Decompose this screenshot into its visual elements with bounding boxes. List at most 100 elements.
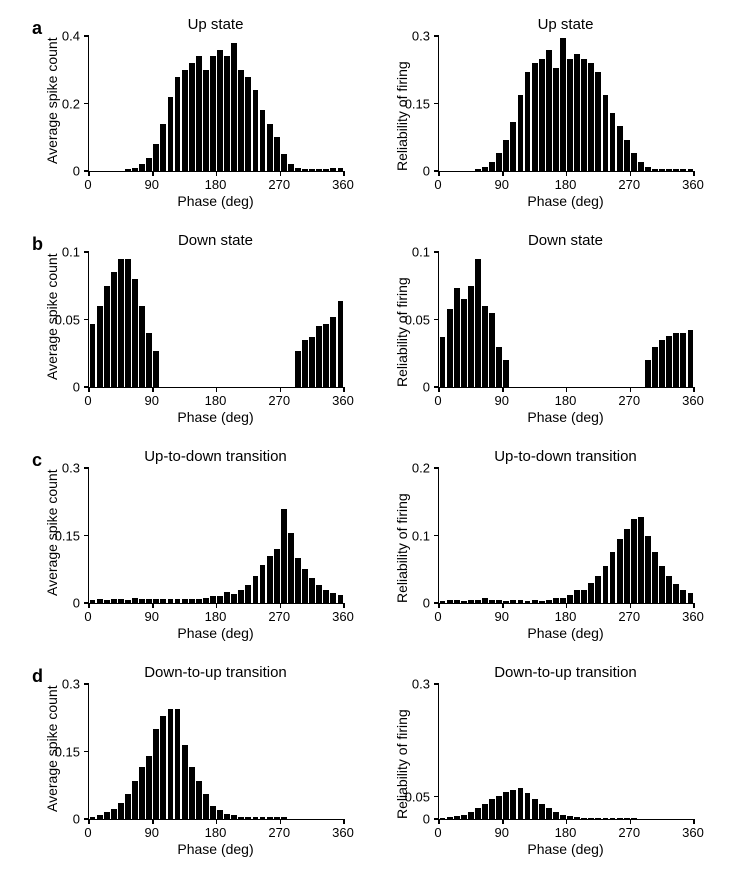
x-axis-label: Phase (deg) (438, 193, 693, 209)
plot-area (438, 468, 694, 604)
x-tick (216, 819, 218, 824)
bar (510, 790, 516, 819)
bar (175, 599, 181, 603)
bar (224, 814, 230, 819)
bar (461, 815, 467, 820)
row-2: cUp-to-down transition090180270360Phase … (0, 468, 738, 663)
bar (680, 333, 686, 387)
bar (603, 566, 609, 603)
bar (454, 816, 460, 819)
bar (468, 286, 474, 387)
bar (603, 818, 609, 819)
x-tick-label: 90 (145, 825, 159, 840)
y-tick (84, 467, 89, 469)
y-tick-label: 0 (40, 596, 80, 611)
bar (617, 539, 623, 603)
bar (90, 324, 96, 387)
bar (475, 808, 481, 819)
x-tick-label: 0 (84, 177, 91, 192)
plot-area (438, 252, 694, 388)
y-tick (434, 35, 439, 37)
bar (118, 803, 124, 819)
bar (132, 781, 138, 819)
bar (588, 63, 594, 171)
bar (274, 137, 280, 171)
x-tick (630, 603, 632, 608)
x-tick-label: 0 (434, 177, 441, 192)
left-chart-row-3: Down-to-up transition090180270360Phase (… (88, 684, 343, 819)
left-chart-row-0: Up state090180270360Phase (deg)00.20.4Av… (88, 36, 343, 171)
x-tick-label: 0 (84, 609, 91, 624)
x-tick (343, 387, 345, 392)
x-tick (152, 387, 154, 392)
x-tick (216, 603, 218, 608)
x-tick-label: 360 (682, 609, 704, 624)
bar (168, 599, 174, 604)
bar (153, 729, 159, 819)
bar (338, 301, 344, 387)
bar (610, 113, 616, 172)
bar (125, 169, 131, 171)
x-axis-label: Phase (deg) (88, 841, 343, 857)
y-tick-label: 0 (40, 164, 80, 179)
bar (489, 799, 495, 819)
plot-area (88, 252, 344, 388)
bar (97, 815, 103, 820)
bar (581, 818, 587, 819)
chart-title: Up-to-down transition (88, 448, 343, 465)
bar (309, 337, 315, 387)
bar (210, 596, 216, 603)
figure-container: aUp state090180270360Phase (deg)00.20.4A… (0, 0, 738, 873)
bar (447, 817, 453, 819)
bar (532, 799, 538, 819)
bar (245, 77, 251, 172)
bar (454, 288, 460, 387)
bar (680, 169, 686, 171)
bar (610, 552, 616, 603)
x-tick (88, 819, 90, 824)
x-axis-label: Phase (deg) (88, 409, 343, 425)
x-tick-label: 90 (495, 177, 509, 192)
bar (316, 169, 322, 171)
bar (525, 793, 531, 819)
x-tick-label: 180 (205, 825, 227, 840)
bar (595, 818, 601, 819)
bar (553, 598, 559, 603)
bar (316, 326, 322, 387)
y-axis-label: Average spike count (44, 470, 60, 597)
y-tick-label: 0 (40, 812, 80, 827)
bar (518, 788, 524, 819)
bar (253, 90, 259, 171)
y-axis-label: Reliability of firing (394, 493, 410, 603)
x-tick (438, 603, 440, 608)
bar (231, 815, 237, 819)
bar (224, 592, 230, 603)
bar (617, 126, 623, 171)
bar (652, 552, 658, 603)
bar (652, 169, 658, 171)
bar (503, 360, 509, 387)
x-tick (438, 819, 440, 824)
bar (503, 601, 509, 603)
bar (245, 585, 251, 603)
bar (160, 599, 166, 604)
bar (496, 796, 502, 819)
bar (567, 595, 573, 603)
bar (267, 124, 273, 171)
bar (125, 794, 131, 819)
bar (210, 56, 216, 171)
y-tick (84, 751, 89, 753)
bar (624, 529, 630, 603)
x-tick (566, 171, 568, 176)
bar (253, 817, 259, 819)
bar (238, 590, 244, 604)
bar (482, 804, 488, 819)
bar (125, 259, 131, 387)
bar (454, 600, 460, 603)
plot-area (88, 684, 344, 820)
bar (631, 818, 637, 819)
bar (90, 817, 96, 819)
y-tick (434, 170, 439, 172)
bar (217, 596, 223, 603)
bar (510, 600, 516, 603)
